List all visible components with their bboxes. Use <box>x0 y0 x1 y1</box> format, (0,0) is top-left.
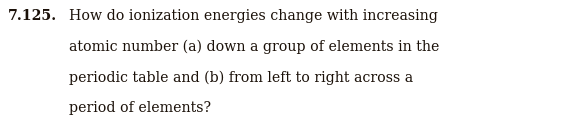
Text: periodic table and (b) from left to right across a: periodic table and (b) from left to righ… <box>69 70 413 85</box>
Text: atomic number (a) down a group of elements in the: atomic number (a) down a group of elemen… <box>69 40 439 54</box>
Text: 7.125.: 7.125. <box>8 9 57 23</box>
Text: period of elements?: period of elements? <box>69 101 211 115</box>
Text: How do ionization energies change with increasing: How do ionization energies change with i… <box>69 9 438 23</box>
